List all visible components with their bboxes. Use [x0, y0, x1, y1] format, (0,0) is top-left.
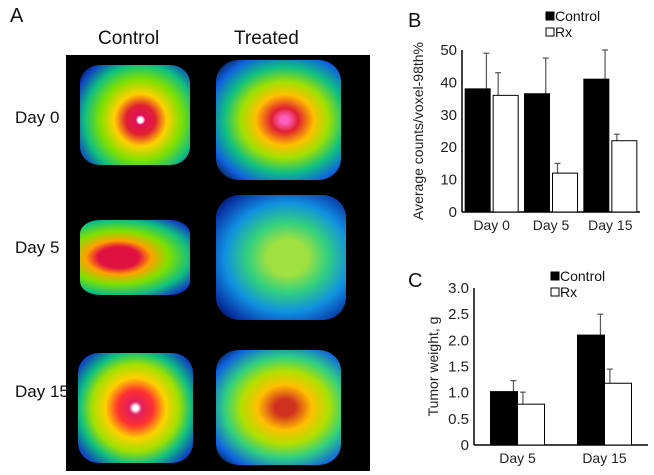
chart-c-legend-label-control: Control [560, 268, 605, 284]
scan-control-day15 [78, 353, 193, 463]
chart-c-y-tick-label: 2.5 [448, 306, 469, 323]
chart-c-y-tick-label: 1.0 [448, 385, 469, 402]
chart-c-y-tick-label: 0 [461, 437, 469, 454]
panel-a-label: A [10, 5, 24, 27]
chart-c-x-tick-label: Day 15 [582, 450, 627, 466]
chart-c-y-tick-label: 1.5 [448, 359, 469, 376]
scan-treated-day15 [216, 350, 341, 465]
chart-b-legend-swatch-rx [545, 27, 555, 37]
chart-c-y-tick-label: 3.0 [448, 280, 469, 297]
chart-b-legend-swatch-control [545, 11, 555, 21]
chart-b-bar-control [524, 93, 550, 213]
chart-b-x-tick-label: Day 5 [533, 217, 570, 233]
chart-b-y-tick-label: 10 [440, 172, 457, 189]
panel-b-label: B [408, 10, 422, 32]
chart-b-x-tick-label: Day 0 [473, 217, 510, 233]
scan-control-day5 [80, 220, 190, 295]
chart-b-bar-control [583, 78, 610, 213]
chart-c-x-tick-label: Day 5 [499, 450, 536, 466]
chart-b-y-tick-label: 20 [440, 139, 457, 156]
column-label-treated: Treated [234, 28, 299, 49]
scan-treated-day5 [216, 195, 346, 320]
chart-c-y-tick-label: 0.5 [448, 411, 469, 428]
pet-scan-images [66, 55, 370, 471]
chart-c-bar-rx [517, 403, 545, 446]
panel-c-label: C [408, 270, 423, 292]
scan-treated-day0 [216, 60, 341, 180]
chart-b-y-tick-label: 50 [440, 42, 457, 59]
chart-c-y-axis-label: Tumor weight, g [425, 317, 441, 417]
chart-c-legend-label-rx: Rx [560, 284, 577, 300]
chart-c-bar-rx [604, 382, 632, 446]
row-label-day5: Day 5 [15, 238, 60, 257]
column-label-control: Control [98, 28, 160, 49]
chart-b-bar-rx [492, 94, 519, 213]
scan-control-day0 [80, 65, 190, 165]
chart-c-y-tick-label: 2.0 [448, 332, 469, 349]
chart-c-bar-control [490, 391, 518, 446]
chart-b-y-tick-label: 40 [440, 74, 457, 91]
chart-b-y-tick-label: 0 [449, 204, 457, 221]
chart-c-legend-swatch-control [550, 271, 560, 281]
chart-c-bar-control [577, 334, 605, 446]
row-label-day15: Day 15 [15, 382, 69, 401]
chart-b-legend-label-rx: Rx [555, 24, 572, 40]
row-label-day0: Day 0 [15, 108, 60, 127]
chart-c-legend-swatch-rx [550, 287, 560, 297]
chart-b-y-tick-label: 30 [440, 107, 457, 124]
chart-b-bar-rx [611, 140, 638, 213]
chart-b-legend-label-control: Control [555, 8, 600, 24]
chart-b-bar-control [464, 88, 491, 213]
chart-b-bar-rx [552, 172, 578, 213]
chart-b-y-axis-label: Average counts/voxel-98th% [410, 42, 426, 220]
chart-b-x-tick-label: Day 15 [588, 217, 633, 233]
